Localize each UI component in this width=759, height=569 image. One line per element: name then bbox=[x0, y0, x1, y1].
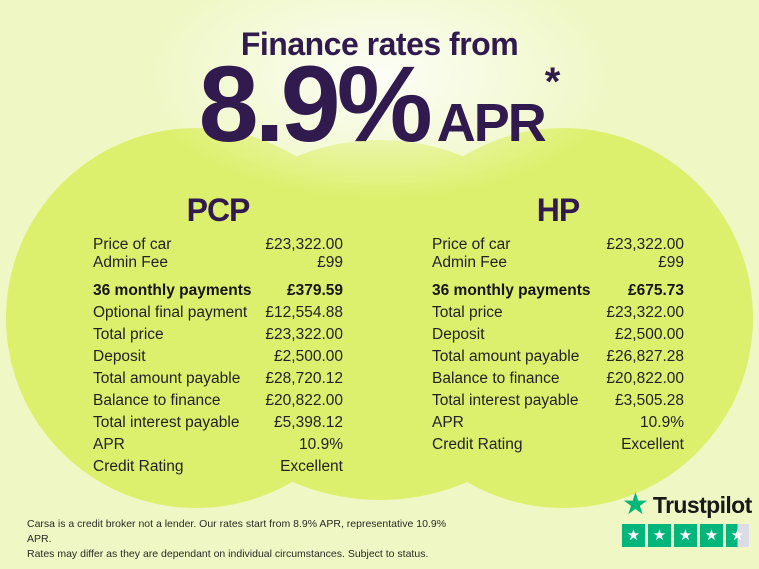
finance-row: Total price £23,322.00 bbox=[93, 326, 343, 344]
apr-label: APR bbox=[436, 93, 547, 153]
trustpilot-logo: ★ Trustpilot bbox=[622, 488, 757, 521]
row-value: Excellent bbox=[280, 458, 343, 475]
row-value: £675.73 bbox=[627, 282, 684, 299]
row-label: 36 monthly payments bbox=[93, 282, 252, 299]
row-label: Admin Fee bbox=[432, 254, 507, 271]
row-label: Deposit bbox=[432, 326, 485, 343]
row-value: 10.9% bbox=[299, 436, 343, 453]
row-value: £23,322.00 bbox=[606, 236, 684, 253]
row-value: £3,505.28 bbox=[615, 392, 684, 409]
star-icon: ★ bbox=[678, 527, 693, 544]
rating-star-box: ★ bbox=[622, 524, 645, 547]
row-value: £2,500.00 bbox=[615, 326, 684, 343]
finance-row: APR 10.9% bbox=[432, 414, 684, 432]
banner-title: Finance rates from bbox=[240, 26, 519, 62]
row-value: £23,322.00 bbox=[265, 236, 343, 253]
row-label: Total interest payable bbox=[93, 414, 240, 431]
background-glow bbox=[140, 0, 620, 200]
finance-row: Price of car £23,322.00 bbox=[432, 236, 684, 254]
row-label: Total price bbox=[432, 304, 503, 321]
rate-value: 8.9% bbox=[198, 43, 433, 164]
row-value: £5,398.12 bbox=[274, 414, 343, 431]
rating-star-box: ★ bbox=[726, 524, 749, 547]
row-value: Excellent bbox=[621, 436, 684, 453]
trustpilot-rating-stars: ★ ★ ★ ★ ★ bbox=[622, 524, 757, 547]
pcp-table: Price of car £23,322.00 Admin Fee £99 36… bbox=[93, 236, 343, 476]
finance-row: Total amount payable £28,720.12 bbox=[93, 370, 343, 388]
row-label: Optional final payment bbox=[93, 304, 248, 321]
finance-row: 36 monthly payments £675.73 bbox=[432, 282, 684, 300]
background-circle-middle bbox=[180, 140, 580, 500]
pcp-title: PCP bbox=[186, 192, 251, 228]
row-label: APR bbox=[432, 414, 464, 431]
star-icon: ★ bbox=[652, 527, 667, 544]
row-value: £23,322.00 bbox=[265, 326, 343, 343]
row-label: APR bbox=[93, 436, 125, 453]
row-value: £12,554.88 bbox=[265, 304, 343, 321]
finance-row: Total interest payable £5,398.12 bbox=[93, 414, 343, 432]
rating-star-box: ★ bbox=[674, 524, 697, 547]
finance-row: Admin Fee £99 bbox=[93, 254, 343, 272]
row-label: Total amount payable bbox=[93, 370, 241, 387]
finance-row: Balance to finance £20,822.00 bbox=[93, 392, 343, 410]
headline-rate: 8.9% APR* bbox=[0, 50, 759, 158]
row-value: £20,822.00 bbox=[265, 392, 343, 409]
hp-column: HP Price of car £23,322.00 Admin Fee £99… bbox=[432, 192, 684, 454]
row-label: Total interest payable bbox=[432, 392, 579, 409]
star-icon: ★ bbox=[730, 527, 745, 544]
row-label: Credit Rating bbox=[432, 436, 523, 453]
finance-row: Total interest payable £3,505.28 bbox=[432, 392, 684, 410]
row-label: Deposit bbox=[93, 348, 146, 365]
finance-row: Admin Fee £99 bbox=[432, 254, 684, 272]
row-value: £99 bbox=[658, 254, 684, 271]
row-label: Price of car bbox=[93, 236, 172, 253]
rating-star-box: ★ bbox=[648, 524, 671, 547]
disclaimer-line-2: Rates may differ as they are dependant o… bbox=[27, 548, 429, 560]
finance-row: Deposit £2,500.00 bbox=[432, 326, 684, 344]
row-label: Credit Rating bbox=[93, 458, 184, 475]
finance-row: APR 10.9% bbox=[93, 436, 343, 454]
row-value: £20,822.00 bbox=[606, 370, 684, 387]
finance-row: Credit Rating Excellent bbox=[432, 436, 684, 454]
pcp-column: PCP Price of car £23,322.00 Admin Fee £9… bbox=[93, 192, 343, 476]
row-label: Admin Fee bbox=[93, 254, 168, 271]
row-value: £23,322.00 bbox=[606, 304, 684, 321]
finance-row: Total amount payable £26,827.28 bbox=[432, 348, 684, 366]
row-label: Total price bbox=[93, 326, 164, 343]
rating-star-box: ★ bbox=[700, 524, 723, 547]
row-value: £28,720.12 bbox=[265, 370, 343, 387]
row-value: 10.9% bbox=[640, 414, 684, 431]
trustpilot-widget: ★ Trustpilot ★ ★ ★ ★ ★ bbox=[622, 488, 757, 547]
row-label: Total amount payable bbox=[432, 348, 580, 365]
finance-row: Optional final payment £12,554.88 bbox=[93, 304, 343, 322]
finance-row: Price of car £23,322.00 bbox=[93, 236, 343, 254]
hp-table: Price of car £23,322.00 Admin Fee £99 36… bbox=[432, 236, 684, 454]
trustpilot-brand-name: Trustpilot bbox=[652, 491, 752, 518]
row-value: £379.59 bbox=[286, 282, 343, 299]
hp-title: HP bbox=[536, 192, 580, 228]
finance-row: Credit Rating Excellent bbox=[93, 458, 343, 476]
row-label: Price of car bbox=[432, 236, 511, 253]
row-value: £2,500.00 bbox=[274, 348, 343, 365]
finance-row: Deposit £2,500.00 bbox=[93, 348, 343, 366]
disclaimer-line-1: Carsa is a credit broker not a lender. O… bbox=[27, 518, 447, 545]
star-icon: ★ bbox=[704, 527, 719, 544]
finance-row: Balance to finance £20,822.00 bbox=[432, 370, 684, 388]
disclaimer: Carsa is a credit broker not a lender. O… bbox=[27, 517, 447, 562]
row-label: Balance to finance bbox=[93, 392, 221, 409]
finance-row: 36 monthly payments £379.59 bbox=[93, 282, 343, 300]
trustpilot-star-icon: ★ bbox=[622, 488, 649, 521]
row-label: Balance to finance bbox=[432, 370, 560, 387]
row-value: £26,827.28 bbox=[606, 348, 684, 365]
finance-row: Total price £23,322.00 bbox=[432, 304, 684, 322]
row-label: 36 monthly payments bbox=[432, 282, 591, 299]
star-icon: ★ bbox=[626, 527, 641, 544]
row-value: £99 bbox=[317, 254, 343, 271]
apr-asterisk: * bbox=[544, 60, 561, 104]
